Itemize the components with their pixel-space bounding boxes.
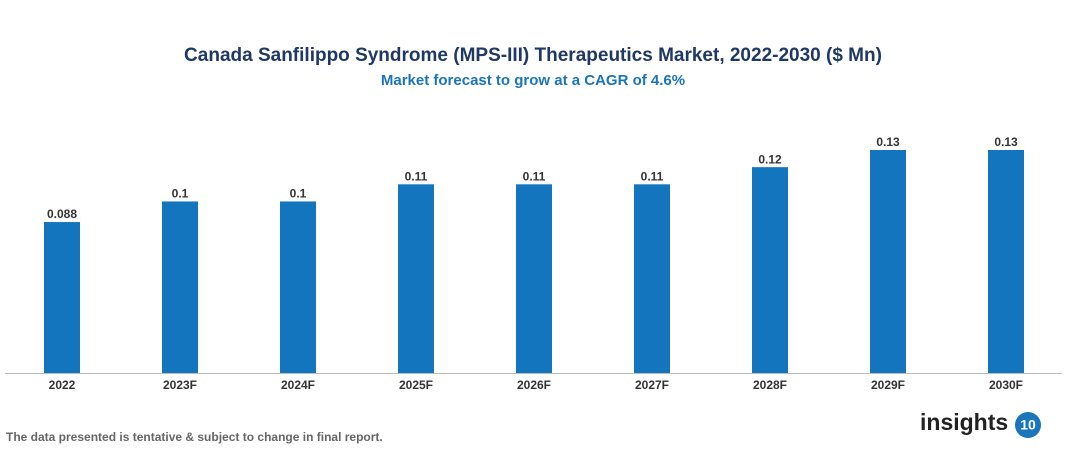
bar (516, 184, 552, 373)
value-label: 0.13 (876, 135, 900, 149)
bar (44, 222, 80, 373)
logo-badge-text: 10 (1020, 417, 1036, 433)
x-tick-label: 2030F (989, 378, 1023, 392)
x-tick-label: 2025F (399, 378, 433, 392)
bar (870, 150, 906, 373)
x-tick-label: 2026F (517, 378, 551, 392)
x-tick-label: 2027F (635, 378, 669, 392)
value-label: 0.11 (641, 169, 664, 183)
value-label: 0.088 (47, 207, 77, 221)
bar (280, 201, 316, 373)
x-tick-label: 2028F (753, 378, 787, 392)
logo-text: insights (920, 409, 1008, 435)
value-label: 0.11 (405, 169, 428, 183)
value-label: 0.13 (994, 135, 1018, 149)
bar (162, 201, 198, 373)
logo-badge (1015, 412, 1041, 438)
x-tick-label: 2022 (49, 378, 76, 392)
bar (752, 167, 788, 373)
bar (988, 150, 1024, 373)
value-label: 0.1 (290, 187, 307, 201)
chart-subtitle: Market forecast to grow at a CAGR of 4.6… (381, 72, 685, 89)
x-tick-label: 2029F (871, 378, 905, 392)
bar (398, 184, 434, 373)
value-label: 0.12 (758, 152, 782, 166)
bar (634, 184, 670, 373)
x-tick-label: 2024F (281, 378, 315, 392)
x-tick-label: 2023F (163, 378, 197, 392)
value-label: 0.1 (172, 187, 189, 201)
chart-title: Canada Sanfilippo Syndrome (MPS-III) The… (184, 45, 882, 66)
footnote: The data presented is tentative & subjec… (6, 430, 383, 444)
value-label: 0.11 (523, 169, 546, 183)
